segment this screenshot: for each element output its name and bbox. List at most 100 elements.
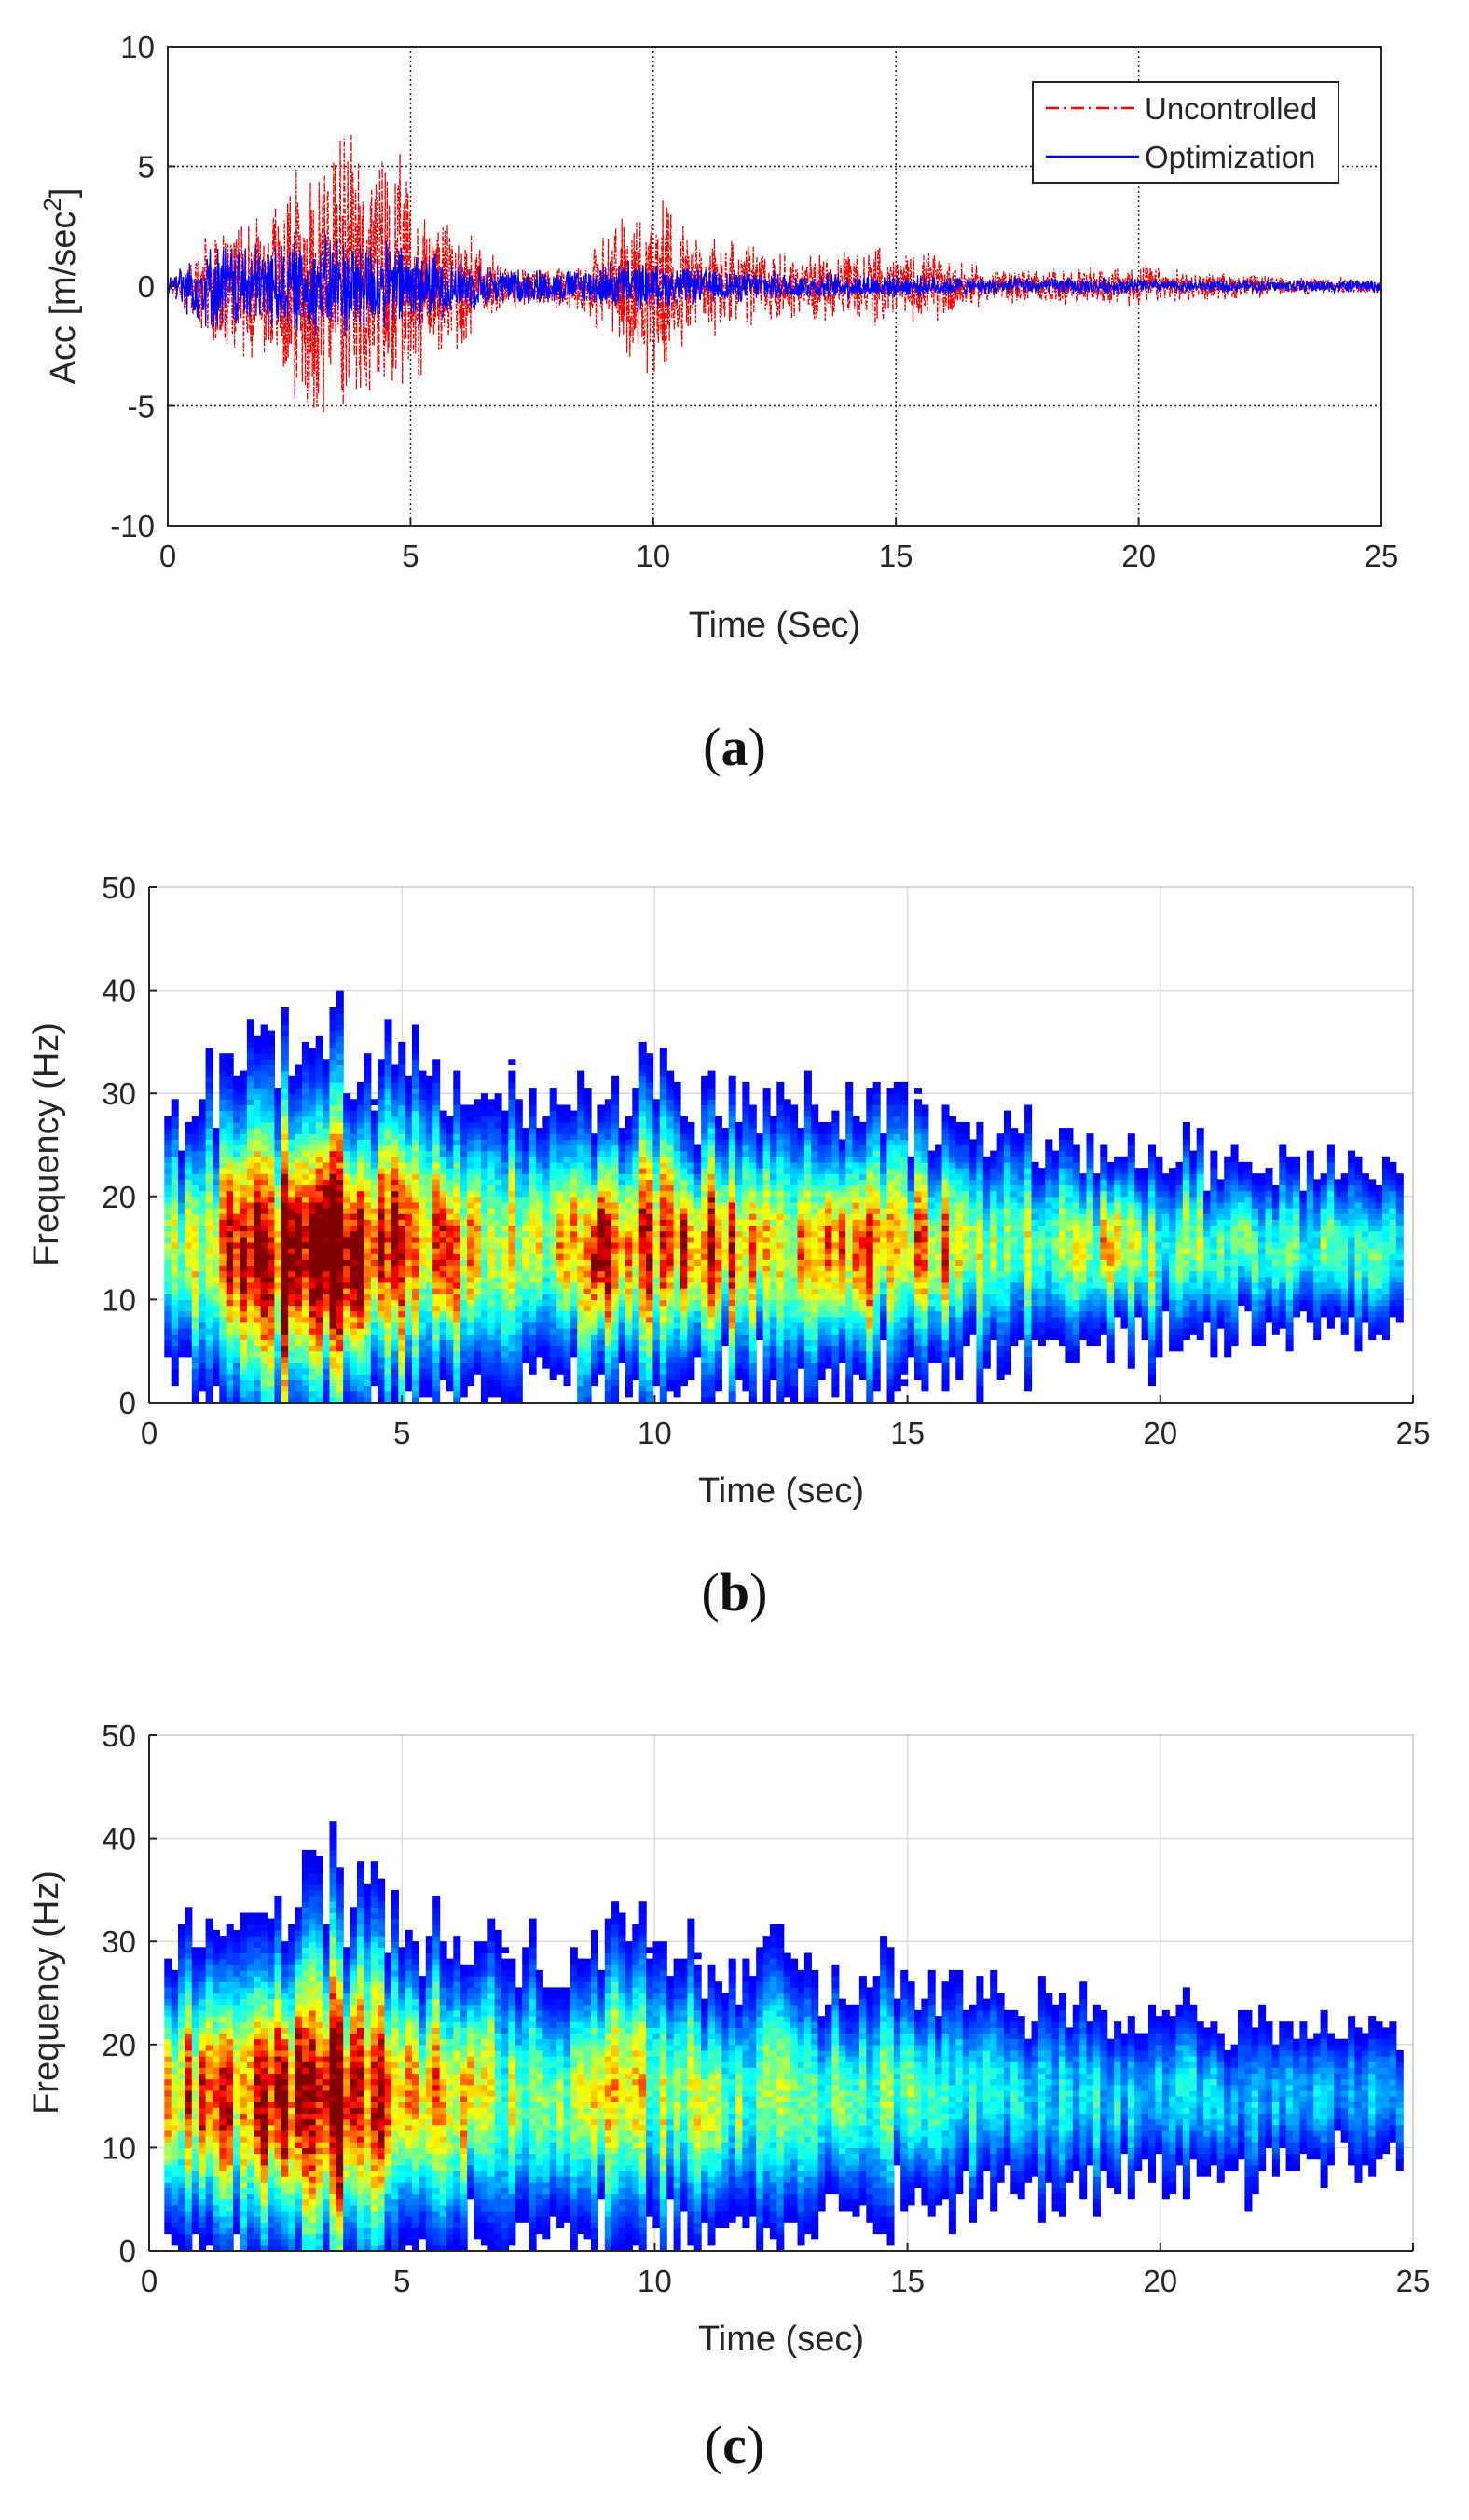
spectrogram-cell [219,1225,227,1232]
spectrogram-cell [419,1310,427,1318]
spectrogram-cell [315,1213,323,1220]
spectrogram-cell [467,1345,475,1352]
spectrogram-cell [742,1088,750,1094]
spectrogram-cell [508,1088,516,1094]
spectrogram-cell [735,1213,743,1220]
spectrogram-cell [323,1368,331,1375]
spectrogram-cell [370,1225,378,1232]
spectrogram-cell [350,1201,358,1209]
spectrogram-cell [254,1294,262,1300]
spectrogram-cell [783,1294,791,1300]
spectrogram-cell [246,1310,254,1318]
y-tick-label: 0 [138,269,155,304]
spectrogram-cell [762,1276,771,1283]
spectrogram-cell [191,1248,199,1254]
spectrogram-cell [364,1322,372,1329]
spectrogram-cell [508,1236,516,1243]
spectrogram-cell [260,1150,268,1157]
spectrogram-cell [205,1110,213,1117]
spectrogram-cell [762,1299,771,1307]
spectrogram-cell [762,1121,771,1129]
spectrogram-cell [219,1139,227,1146]
spectrogram-cell [591,1173,598,1180]
spectrogram-cell [295,1316,303,1323]
spectrogram-cell [384,1288,392,1294]
spectrogram-cell [570,1294,578,1300]
spectrogram-cell [171,1225,179,1232]
spectrogram-cell [563,1299,571,1307]
spectrogram-cell [480,1253,488,1260]
spectrogram-cell [487,1248,496,1254]
spectrogram-cell [315,1128,323,1134]
spectrogram-cell [213,1322,220,1329]
spectrogram-cell [185,1133,193,1140]
spectrogram-cell [384,1328,392,1335]
spectrogram-cell [618,1334,626,1340]
spectrogram-cell [756,1230,764,1238]
spectrogram-cell [556,1299,565,1307]
spectrogram-cell [323,1345,331,1352]
spectrogram-cell [405,1213,413,1220]
spectrogram-cell [453,1288,461,1294]
spectrogram-cell [618,1179,626,1186]
spectrogram-cell [652,1128,661,1134]
spectrogram-cell [384,1374,392,1380]
spectrogram-cell [735,1368,743,1375]
spectrogram-cell [515,1230,523,1238]
spectrogram-cell [673,1339,681,1347]
spectrogram-cell [480,1345,488,1352]
spectrogram-cell [432,1139,441,1146]
spectrogram-cell [343,1379,351,1387]
spectrogram-cell [494,1379,502,1387]
spectrogram-cell [460,1150,468,1157]
spectrogram-cell [226,1374,234,1380]
spectrogram-cell [323,1248,331,1254]
spectrogram-cell [191,1179,199,1186]
spectrogram-cell [783,1305,791,1312]
spectrogram-cell [542,1225,551,1232]
spectrogram-cell [171,1185,179,1192]
spectrogram-cell [549,1088,557,1094]
spectrogram-cell [205,1236,213,1243]
spectrogram-cell [762,1294,771,1300]
spectrogram-cell [357,1334,364,1340]
spectrogram-cell [638,1390,647,1398]
spectrogram-cell [412,1059,419,1065]
spectrogram-cell [515,1144,523,1152]
spectrogram-cell [350,1099,358,1105]
spectrogram-cell [577,1208,585,1214]
spectrogram-cell [425,1305,433,1312]
spectrogram-cell [535,1219,543,1226]
spectrogram-cell [260,1236,268,1243]
spectrogram-cell [646,1276,654,1283]
spectrogram-cell [254,1185,262,1192]
spectrogram-cell [756,1253,764,1260]
spectrogram-cell [604,1322,612,1329]
spectrogram-cell [638,1104,647,1112]
spectrogram-cell [281,1156,289,1163]
spectrogram-cell [542,1242,551,1249]
spectrogram-cell [246,1350,254,1358]
spectrogram-cell [178,1345,185,1352]
spectrogram-cell [762,1116,771,1123]
spectrogram-cell [254,1201,262,1209]
spectrogram-cell [219,1161,227,1169]
spectrogram-cell [618,1265,626,1272]
spectrogram-cell [494,1208,502,1214]
spectrogram-cell [185,1128,193,1134]
spectrogram-cell [474,1144,482,1152]
spectrogram-cell [268,1201,275,1209]
spectrogram-cell [412,1396,419,1404]
spectrogram-cell [309,1294,317,1300]
spectrogram-cell [652,1328,661,1335]
spectrogram-cell [762,1253,771,1260]
spectrogram-cell [693,1225,702,1232]
spectrogram-cell [432,1219,441,1226]
spectrogram-cell [405,1363,413,1369]
spectrogram-cell [680,1230,688,1238]
spectrogram-cell [246,1093,254,1100]
spectrogram-cell [246,1144,254,1152]
spectrogram-cell [336,1139,344,1146]
spectrogram-cell [336,1133,344,1140]
spectrogram-cell [591,1259,598,1267]
